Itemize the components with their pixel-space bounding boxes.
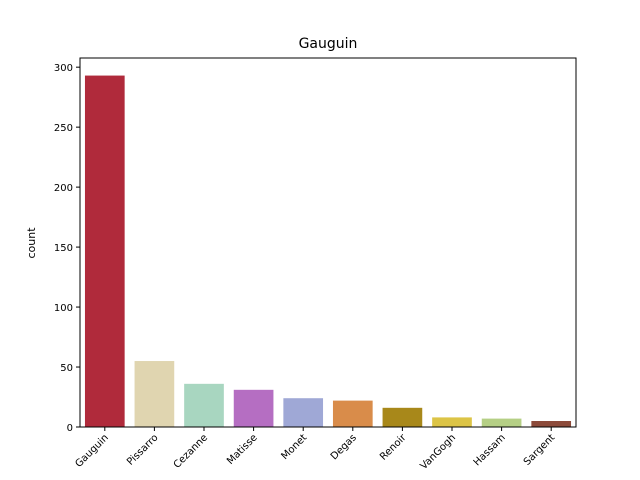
- y-axis-label: count: [25, 227, 38, 259]
- bar-degas: [332, 400, 373, 427]
- y-axis: 0 50 100 150 200 250 300: [54, 63, 80, 434]
- x-tick-label: Renoir: [378, 432, 409, 463]
- y-tick-label: 0: [67, 423, 73, 434]
- y-tick-label: 200: [54, 183, 73, 194]
- y-tick-label: 100: [54, 303, 73, 314]
- bar-cezanne: [184, 383, 224, 427]
- x-tick-label: Monet: [280, 432, 310, 462]
- x-tick-label: Pissarro: [125, 432, 160, 467]
- bars-group: [84, 75, 572, 427]
- bar-renoir: [382, 407, 423, 427]
- bar-pissarro: [134, 361, 175, 427]
- x-tick-label: Degas: [329, 432, 359, 462]
- bar-sargent: [531, 421, 572, 427]
- bar-matisse: [233, 389, 274, 427]
- y-tick-label: 300: [54, 63, 73, 74]
- bar-monet: [283, 398, 324, 427]
- bar-vangogh: [432, 417, 472, 427]
- plot-frame: [79, 57, 577, 428]
- x-tick-label: Gauguin: [73, 432, 110, 469]
- y-tick-label: 50: [60, 363, 73, 374]
- y-tick-label: 150: [54, 243, 73, 254]
- bar-gauguin: [84, 75, 125, 427]
- x-tick-label: Sargent: [522, 432, 558, 468]
- x-tick-label: Matisse: [225, 432, 260, 467]
- chart-title: Gauguin: [299, 36, 358, 52]
- x-axis: Gauguin Pissarro Cezanne Matisse Monet Degas R…: [73, 427, 557, 472]
- x-tick-label: Hassam: [472, 432, 508, 468]
- x-tick-label: Cezanne: [172, 432, 210, 470]
- x-tick-label: VanGogh: [418, 432, 458, 472]
- bar-hassam: [481, 418, 522, 427]
- y-tick-label: 250: [54, 123, 73, 134]
